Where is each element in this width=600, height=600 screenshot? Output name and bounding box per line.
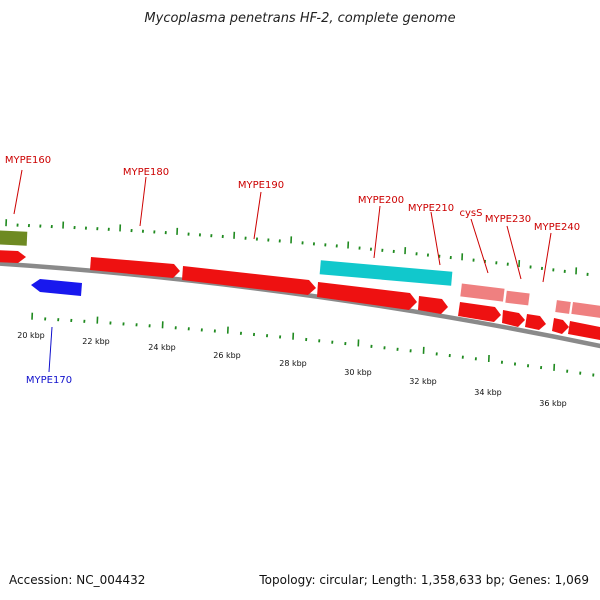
scale-tick-labels: 20 kbp 22 kbp 24 kbp 26 kbp 28 kbp 30 kb… xyxy=(17,331,567,408)
accession-text: Accession: NC_004432 xyxy=(9,573,146,587)
feature-forward-cds-right-2 xyxy=(568,321,600,340)
feature-forward-cds-mype210 xyxy=(418,296,448,314)
gene-label-mype230: MYPE230 xyxy=(485,214,531,225)
callout-mype190 xyxy=(253,191,262,240)
gene-label-mype160: MYPE160 xyxy=(5,155,51,166)
tick-label-32kbp: 32 kbp xyxy=(409,377,437,386)
feature-pink-block-cyss xyxy=(460,283,505,302)
feature-cyan-block xyxy=(319,260,453,286)
feature-forward-cds xyxy=(0,250,26,263)
feature-forward-cds-mype180 xyxy=(90,257,180,278)
genome-backbone xyxy=(0,261,600,349)
feature-forward-cds-mype240 xyxy=(525,314,546,330)
callout-lines xyxy=(13,169,552,373)
gene-label-mype210: MYPE210 xyxy=(408,203,454,214)
tick-label-30kbp: 30 kbp xyxy=(344,368,372,377)
feature-pink-block-right-1 xyxy=(555,300,571,314)
tick-label-28kbp: 28 kbp xyxy=(279,359,307,368)
tick-label-22kbp: 22 kbp xyxy=(82,337,110,346)
feature-reverse-cds-mype170 xyxy=(31,279,82,296)
feature-forward-cds-cyss xyxy=(458,302,501,322)
callout-mype240 xyxy=(542,232,552,283)
gene-label-mype190: MYPE190 xyxy=(238,180,284,191)
features xyxy=(0,230,600,340)
gene-label-cyss: cysS xyxy=(460,208,483,219)
feature-forward-cds-right-1 xyxy=(552,318,569,334)
callout-mype160 xyxy=(13,169,23,215)
map-title: Mycoplasma penetrans HF-2, complete geno… xyxy=(144,11,455,26)
feature-pink-block-mype230 xyxy=(505,290,530,306)
callout-mype210 xyxy=(430,211,441,266)
feature-pink-block-right-2 xyxy=(571,301,600,319)
scale-ticks xyxy=(31,312,595,377)
gene-label-mype240: MYPE240 xyxy=(534,222,580,233)
tick-label-26kbp: 26 kbp xyxy=(213,351,241,360)
tick-label-36kbp: 36 kbp xyxy=(539,399,567,408)
callout-cyss xyxy=(470,218,489,274)
gene-label-mype180: MYPE180 xyxy=(123,167,169,178)
callout-mype230 xyxy=(506,225,522,280)
tick-label-20kbp: 20 kbp xyxy=(17,331,45,340)
gene-labels: MYPE160 MYPE170 MYPE180 MYPE190 MYPE200 … xyxy=(5,155,580,386)
outer-tick-dots xyxy=(5,219,589,276)
tick-label-34kbp: 34 kbp xyxy=(474,388,502,397)
feature-forward-cds-mype230 xyxy=(502,310,525,327)
feature-forward-cds-mype200 xyxy=(317,282,417,310)
tick-label-24kbp: 24 kbp xyxy=(148,343,176,352)
gene-label-mype170: MYPE170 xyxy=(26,375,72,386)
gene-label-mype200: MYPE200 xyxy=(358,195,404,206)
callout-mype180 xyxy=(139,176,147,227)
callout-mype200 xyxy=(373,205,381,259)
callout-mype170 xyxy=(48,326,53,373)
feature-forward-cds-mype190 xyxy=(182,266,316,295)
genome-stats-text: Topology: circular; Length: 1,358,633 bp… xyxy=(259,573,589,587)
feature-olive-block xyxy=(0,230,28,246)
